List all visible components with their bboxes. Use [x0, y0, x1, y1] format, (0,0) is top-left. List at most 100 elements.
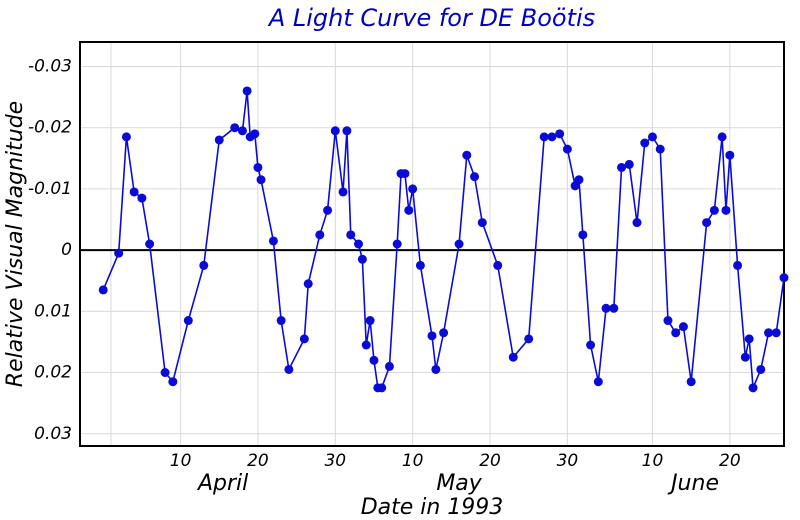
- y-tick-label: 0.03: [34, 424, 72, 444]
- data-point: [130, 187, 139, 196]
- data-point: [184, 316, 193, 325]
- data-point: [462, 151, 471, 160]
- y-axis-label: Relative Visual Magnitude: [3, 101, 28, 387]
- data-point: [702, 218, 711, 227]
- data-point: [470, 172, 479, 181]
- data-point: [253, 163, 262, 172]
- data-point: [493, 261, 502, 270]
- data-point: [238, 126, 247, 135]
- data-point: [586, 341, 595, 350]
- data-point: [369, 356, 378, 365]
- x-month-label: April: [196, 471, 248, 496]
- data-point: [277, 316, 286, 325]
- data-point: [385, 362, 394, 371]
- y-tick-label: -0.03: [28, 56, 72, 76]
- y-tick-label: 0: [61, 240, 72, 260]
- data-point: [400, 169, 409, 178]
- data-point: [161, 368, 170, 377]
- data-point: [509, 353, 518, 362]
- data-point: [269, 236, 278, 245]
- x-tick-label: 10: [642, 451, 664, 471]
- data-point: [749, 383, 758, 392]
- x-tick-label: 30: [557, 451, 579, 471]
- data-point: [710, 206, 719, 215]
- data-point: [648, 132, 657, 141]
- data-point: [339, 187, 348, 196]
- data-point: [555, 129, 564, 138]
- data-point: [331, 126, 340, 135]
- data-point: [594, 377, 603, 386]
- data-point: [656, 145, 665, 154]
- data-point: [524, 334, 533, 343]
- chart-svg: A Light Curve for DE Boötis-0.03-0.02-0.…: [0, 0, 800, 520]
- data-point: [609, 304, 618, 313]
- data-point: [780, 273, 789, 282]
- data-point: [99, 285, 108, 294]
- data-point: [439, 328, 448, 337]
- data-point: [114, 249, 123, 258]
- light-curve-chart: { "title": "A Light Curve for DE Boötis"…: [0, 0, 800, 520]
- x-tick-label: 10: [402, 451, 424, 471]
- data-point: [633, 218, 642, 227]
- data-point: [377, 383, 386, 392]
- data-point: [671, 328, 680, 337]
- x-tick-label: 20: [719, 451, 741, 471]
- data-point: [718, 132, 727, 141]
- data-point: [640, 139, 649, 148]
- data-point: [431, 365, 440, 374]
- x-tick-label: 10: [170, 451, 192, 471]
- data-point: [625, 160, 634, 169]
- data-point: [478, 218, 487, 227]
- data-point: [408, 184, 417, 193]
- data-point: [578, 230, 587, 239]
- chart-title: A Light Curve for DE Boötis: [267, 4, 595, 32]
- data-point: [574, 175, 583, 184]
- data-point: [733, 261, 742, 270]
- data-point: [366, 316, 375, 325]
- data-point: [215, 135, 224, 144]
- data-point: [230, 123, 239, 132]
- data-point: [168, 377, 177, 386]
- data-point: [300, 334, 309, 343]
- data-point: [764, 328, 773, 337]
- data-point: [756, 365, 765, 374]
- data-point: [284, 365, 293, 374]
- data-point: [145, 240, 154, 249]
- data-point: [257, 175, 266, 184]
- y-tick-label: -0.01: [28, 179, 72, 199]
- data-point: [745, 334, 754, 343]
- data-point: [250, 129, 259, 138]
- data-point: [741, 353, 750, 362]
- data-point: [243, 86, 252, 95]
- data-point: [346, 230, 355, 239]
- data-point: [393, 240, 402, 249]
- x-month-label: May: [436, 471, 482, 496]
- data-point: [304, 279, 313, 288]
- data-point: [547, 132, 556, 141]
- data-point: [725, 151, 734, 160]
- y-tick-label: 0.02: [34, 363, 72, 383]
- data-point: [122, 132, 131, 141]
- data-point: [323, 206, 332, 215]
- data-point: [721, 206, 730, 215]
- data-point: [199, 261, 208, 270]
- data-point: [563, 145, 572, 154]
- data-point: [540, 132, 549, 141]
- data-point: [772, 328, 781, 337]
- data-point: [354, 240, 363, 249]
- data-point: [358, 255, 367, 264]
- data-point: [687, 377, 696, 386]
- data-point: [663, 316, 672, 325]
- data-point: [416, 261, 425, 270]
- data-point: [428, 331, 437, 340]
- x-axis-label: Date in 1993: [361, 495, 504, 520]
- data-point: [602, 304, 611, 313]
- data-point: [404, 206, 413, 215]
- x-tick-label: 30: [324, 451, 346, 471]
- x-month-label: June: [667, 471, 719, 496]
- data-point: [342, 126, 351, 135]
- data-point: [315, 230, 324, 239]
- x-tick-label: 20: [247, 451, 269, 471]
- data-point: [617, 163, 626, 172]
- y-tick-label: 0.01: [34, 301, 72, 321]
